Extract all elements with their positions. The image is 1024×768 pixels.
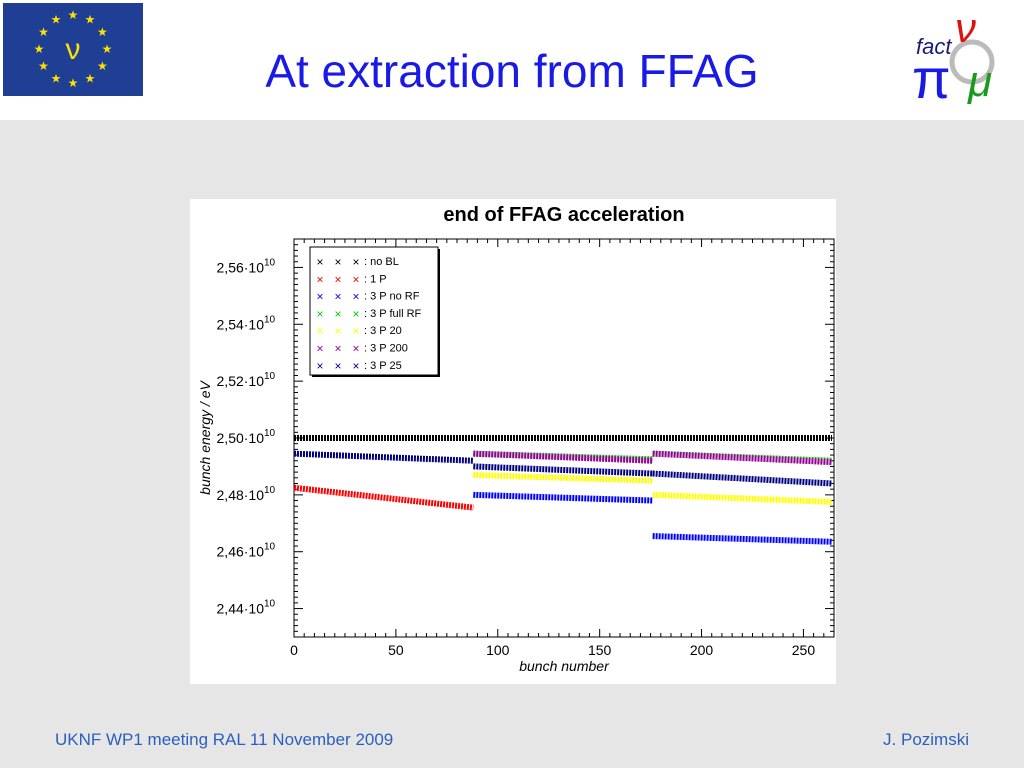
y-tick-exponent: 10 [264, 599, 276, 610]
x-tick-label: 250 [792, 642, 816, 658]
page-title: At extraction from FFAG [265, 45, 759, 97]
legend-marker: × [352, 255, 359, 269]
eu-nu-symbol: ν [66, 33, 81, 66]
series-marker-band [473, 450, 653, 463]
x-tick-label: 100 [486, 642, 510, 658]
legend-marker: × [316, 307, 323, 321]
y-tick-exponent: 10 [264, 542, 276, 553]
eu-star-icon: ★ [51, 13, 62, 27]
series-marker-band [473, 471, 653, 484]
legend-marker: × [352, 342, 359, 356]
series-marker-band [293, 450, 474, 464]
eu-star-icon: ★ [38, 59, 49, 73]
y-tick-label: 2,56·10 [217, 259, 265, 275]
y-tick-exponent: 10 [264, 485, 276, 496]
fact-logo-ring [949, 39, 995, 85]
eu-star-icon: ★ [34, 42, 45, 56]
slide-header: ★ ★ ★ ★ ★ ★ ★ ★ ★ ★ ★ ★ ν At extraction from FFAG f… [0, 0, 1024, 120]
series-marker-band [652, 470, 833, 487]
legend-label: : 3 P 25 [364, 360, 402, 372]
chart-panel: end of FFAG acceleration 0 50 100 150 200 250… [190, 199, 836, 684]
x-tick-label: 150 [588, 642, 612, 658]
y-tick-exponent: 10 [264, 314, 276, 325]
legend-marker: × [334, 255, 341, 269]
series-1 [293, 484, 474, 511]
legend-marker: × [316, 290, 323, 304]
eu-stars-icon: ★★★★★★★★★ ★ ★★ ν [34, 8, 113, 90]
legend-label: : 3 P 20 [364, 325, 402, 337]
legend-marker: × [352, 290, 359, 304]
series-marker-band [293, 484, 474, 511]
eu-flag-logo: ★ ★ ★ ★ ★ ★ ★ ★ ★ ★ ★ ★ ν [3, 3, 143, 96]
y-tick-label: 2,54·10 [217, 316, 265, 332]
series-6 [293, 450, 833, 487]
legend-marker: × [352, 359, 359, 373]
series-marker-band [652, 450, 833, 466]
y-tick-label: 2,46·10 [217, 544, 265, 560]
chart-title: end of FFAG acceleration [443, 204, 684, 226]
y-tick-label: 2,44·10 [217, 601, 265, 617]
eu-star-icon: ★ [85, 13, 96, 27]
y-tick-exponent: 10 [264, 371, 276, 382]
fact-logo-pi: π [912, 47, 951, 104]
legend-marker: × [334, 324, 341, 338]
legend-marker: × [352, 324, 359, 338]
fact-logo: fact ν π μ [910, 4, 1022, 110]
eu-star-icon: ★ [85, 71, 96, 85]
legend-marker: × [316, 324, 323, 338]
y-tick-exponent: 10 [264, 428, 276, 439]
footer-author: J. Pozimski [883, 730, 969, 749]
eu-star-icon: ★ [97, 25, 108, 39]
legend-box [309, 246, 439, 376]
legend-label: : 3 P no RF [364, 291, 420, 303]
y-tick-exponent: 10 [264, 257, 276, 268]
legend-marker: × [352, 307, 359, 321]
legend-marker: × [334, 342, 341, 356]
legend-marker: × [334, 290, 341, 304]
legend-label: : 3 P 200 [364, 343, 408, 355]
x-tick-label: 200 [690, 642, 714, 658]
legend-marker: × [316, 342, 323, 356]
y-tick-label: 2,52·10 [217, 373, 265, 389]
series-marker-band [473, 463, 653, 477]
legend-marker: × [334, 272, 341, 286]
eu-star-icon: ★ [38, 25, 49, 39]
series-marker-band [652, 491, 833, 505]
series-marker-band [652, 533, 833, 545]
eu-star-icon: ★ [51, 71, 62, 85]
series-5 [473, 450, 833, 466]
legend-label: : 3 P full RF [364, 308, 422, 320]
x-tick-label: 0 [290, 642, 298, 658]
fact-logo-text: fact [916, 34, 952, 59]
footer-meeting: UKNF WP1 meeting RAL 11 November 2009 [55, 730, 394, 749]
eu-star-icon: ★ [68, 76, 79, 90]
x-axis-label: bunch number [519, 658, 610, 674]
legend-marker: × [316, 255, 323, 269]
legend-marker: × [352, 272, 359, 286]
legend-marker: × [334, 307, 341, 321]
series-marker-band [473, 450, 653, 464]
y-tick-label: 2,50·10 [217, 430, 265, 446]
eu-star-icon: ★ [102, 42, 113, 56]
energy-chart: end of FFAG acceleration 0 50 100 150 200 250… [197, 204, 835, 674]
y-axis-label: bunch energy / eV [197, 380, 213, 495]
eu-star-icon: ★ [97, 59, 108, 73]
fact-logo-nu: ν [955, 4, 976, 51]
legend-marker: × [316, 359, 323, 373]
eu-star-icon: ★ [68, 8, 79, 22]
series-2 [473, 491, 833, 545]
x-tick-label: 50 [388, 642, 404, 658]
legend-marker: × [334, 359, 341, 373]
y-tick-label: 2,48·10 [217, 487, 265, 503]
series-marker-band [473, 491, 653, 504]
fact-logo-mu: μ [967, 57, 992, 104]
legend-label: : no BL [364, 256, 399, 268]
series-4 [473, 471, 833, 505]
legend-label: : 1 P [364, 273, 387, 285]
chart-legend: × × × : no BL × × × : 1 P × × × : 3 P no RF × × × : 3 P… [309, 246, 440, 377]
legend-marker: × [316, 272, 323, 286]
